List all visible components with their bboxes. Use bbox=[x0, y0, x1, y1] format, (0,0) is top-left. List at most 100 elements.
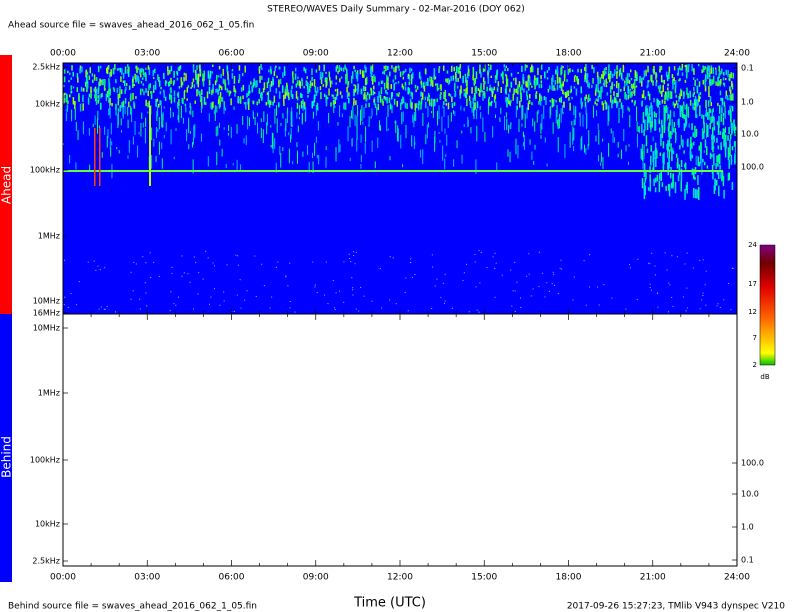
noise bbox=[132, 92, 134, 100]
speck bbox=[611, 297, 613, 299]
noise bbox=[670, 91, 673, 99]
noise bbox=[571, 69, 574, 72]
noise bbox=[368, 93, 371, 100]
noise bbox=[148, 67, 151, 75]
noise bbox=[260, 64, 262, 68]
noise bbox=[724, 144, 727, 158]
noise bbox=[708, 90, 710, 98]
noise bbox=[684, 64, 687, 68]
noise bbox=[311, 82, 314, 86]
noise bbox=[402, 71, 404, 76]
noise bbox=[628, 80, 631, 84]
noise bbox=[447, 102, 450, 110]
noise bbox=[688, 123, 690, 128]
noise bbox=[148, 100, 150, 107]
noise bbox=[617, 141, 619, 148]
noise bbox=[258, 88, 261, 94]
noise bbox=[301, 79, 304, 87]
noise bbox=[572, 126, 574, 142]
speck bbox=[699, 308, 701, 310]
noise bbox=[329, 76, 331, 81]
speck bbox=[494, 268, 496, 270]
noise bbox=[78, 93, 80, 102]
noise bbox=[276, 118, 278, 133]
noise bbox=[395, 120, 397, 133]
noise bbox=[527, 80, 529, 88]
noise bbox=[415, 110, 417, 121]
noise bbox=[224, 79, 226, 86]
noise bbox=[540, 134, 542, 139]
noise bbox=[95, 88, 97, 92]
speck bbox=[210, 296, 212, 298]
noise bbox=[333, 106, 335, 114]
noise bbox=[80, 86, 83, 92]
noise bbox=[215, 126, 217, 137]
noise bbox=[662, 160, 665, 169]
noise bbox=[722, 77, 725, 81]
speck bbox=[686, 307, 688, 309]
noise bbox=[633, 83, 635, 89]
noise bbox=[600, 152, 602, 163]
noise bbox=[359, 69, 362, 75]
noise bbox=[73, 101, 76, 110]
speck bbox=[731, 267, 733, 269]
noise bbox=[320, 77, 323, 85]
noise bbox=[377, 137, 379, 149]
speck bbox=[104, 267, 106, 269]
noise bbox=[517, 84, 519, 90]
noise bbox=[346, 86, 348, 93]
noise bbox=[188, 144, 190, 150]
noise bbox=[88, 128, 90, 136]
noise bbox=[659, 152, 662, 157]
noise bbox=[291, 124, 293, 127]
noise bbox=[696, 99, 698, 107]
noise bbox=[683, 150, 685, 154]
noise bbox=[694, 189, 697, 199]
noise bbox=[194, 124, 196, 138]
noise bbox=[584, 96, 586, 101]
noise bbox=[226, 88, 228, 93]
noise bbox=[360, 163, 362, 169]
noise bbox=[313, 79, 316, 87]
speck bbox=[702, 292, 704, 294]
noise bbox=[556, 77, 559, 84]
noise bbox=[563, 101, 565, 108]
noise bbox=[453, 159, 455, 167]
speck bbox=[202, 278, 204, 280]
noise bbox=[133, 84, 136, 87]
noise bbox=[675, 100, 678, 105]
noise bbox=[161, 158, 163, 169]
noise bbox=[565, 94, 567, 98]
noise bbox=[297, 76, 299, 79]
noise bbox=[74, 100, 76, 106]
noise bbox=[397, 128, 399, 142]
noise bbox=[479, 89, 481, 97]
noise bbox=[283, 101, 285, 106]
noise bbox=[328, 88, 330, 96]
noise bbox=[238, 97, 240, 101]
time-tick-label: 03:00 bbox=[134, 49, 160, 59]
noise bbox=[397, 94, 400, 97]
speck bbox=[704, 284, 706, 286]
noise bbox=[518, 81, 521, 88]
noise bbox=[710, 82, 713, 86]
noise bbox=[77, 130, 79, 141]
noise bbox=[218, 84, 221, 91]
noise bbox=[322, 84, 325, 87]
noise bbox=[402, 97, 405, 104]
speck bbox=[214, 265, 216, 267]
noise bbox=[697, 175, 699, 185]
noise bbox=[728, 159, 730, 169]
noise bbox=[724, 105, 726, 113]
noise bbox=[607, 105, 609, 111]
noise bbox=[315, 105, 317, 116]
noise bbox=[612, 99, 614, 104]
noise bbox=[196, 89, 198, 97]
speck bbox=[226, 264, 228, 266]
ahead-label: Ahead bbox=[0, 166, 14, 204]
noise bbox=[685, 115, 687, 120]
noise bbox=[152, 69, 155, 77]
noise bbox=[357, 83, 359, 92]
noise bbox=[520, 94, 523, 98]
noise bbox=[701, 69, 703, 74]
